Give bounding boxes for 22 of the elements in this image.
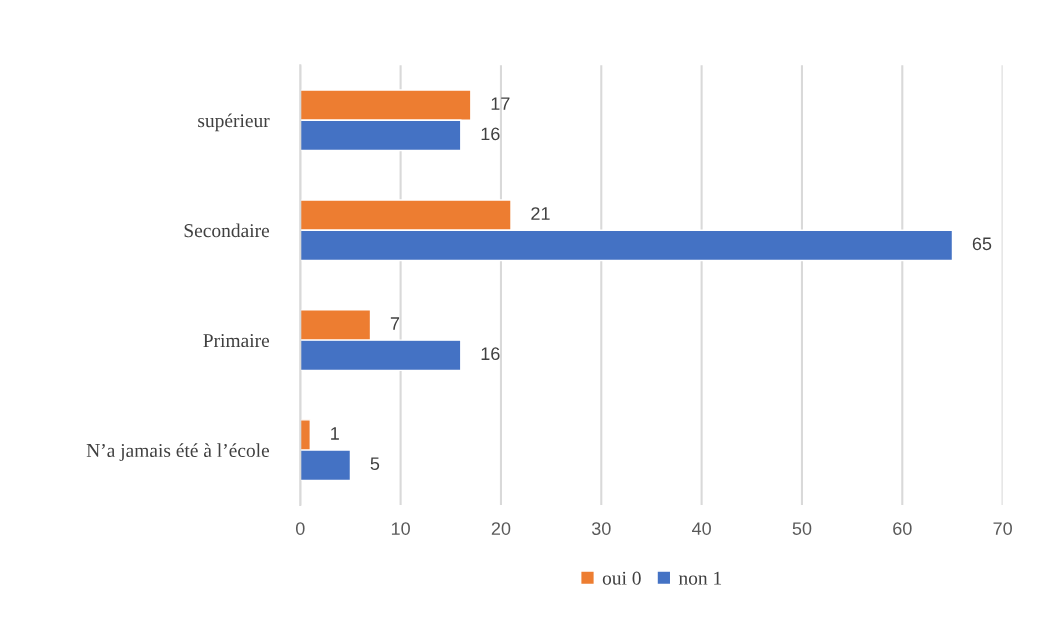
x-tick-label: 40 xyxy=(692,522,711,535)
data-label: 21 xyxy=(531,207,550,220)
legend-label: oui 0 xyxy=(602,571,641,585)
y-tick-label: N’a jamais été à l’école xyxy=(86,443,270,461)
x-tick-label: 50 xyxy=(792,522,812,535)
x-tick-label: 70 xyxy=(993,522,1012,535)
data-label: 65 xyxy=(972,237,992,251)
y-tick-label: Primaire xyxy=(203,334,270,348)
x-tick-label: 10 xyxy=(391,522,410,535)
data-label: 1 xyxy=(331,427,339,440)
legend-label: non 1 xyxy=(678,571,722,585)
data-label: 5 xyxy=(370,457,380,471)
data-label: 16 xyxy=(481,127,500,141)
x-tick-label: 60 xyxy=(893,522,912,535)
data-label: 16 xyxy=(481,347,500,361)
y-tick-label: Secondaire xyxy=(184,223,270,238)
x-tick-label: 20 xyxy=(491,522,511,535)
data-label: 7 xyxy=(390,317,400,330)
data-label: 17 xyxy=(491,97,510,110)
x-tick-label: 0 xyxy=(295,522,305,535)
y-tick-label: supérieur xyxy=(198,113,270,132)
x-tick-label: 30 xyxy=(591,522,611,535)
